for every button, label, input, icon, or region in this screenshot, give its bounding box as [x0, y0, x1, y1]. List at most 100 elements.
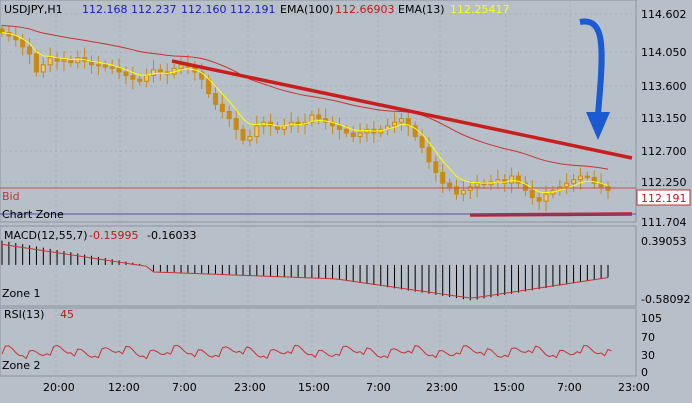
candle-body: [571, 179, 577, 184]
candle-body: [212, 93, 218, 105]
candle-body: [144, 75, 150, 82]
macd-value-2: -0.16033: [147, 229, 196, 242]
blue-arrow-icon: [579, 18, 605, 116]
candle-body: [75, 57, 81, 64]
candle-body: [460, 189, 466, 195]
macd-histogram: [1, 240, 609, 301]
ema13-label: EMA(13): [398, 3, 445, 16]
candle-body: [116, 67, 122, 73]
open-value: 112.168: [82, 3, 128, 16]
time-tick: 20:00: [43, 381, 75, 394]
resistance-trend-line: [171, 59, 633, 160]
candle-body: [398, 118, 404, 123]
rsi-tick: 70: [641, 331, 655, 344]
symbol-label: USDJPY,H1: [4, 3, 63, 16]
macd-panel: [0, 225, 637, 307]
candle-body: [454, 186, 459, 195]
candle-body: [419, 136, 425, 148]
candle-body: [467, 186, 473, 191]
candle-body: [474, 182, 480, 188]
candle-body: [137, 78, 143, 82]
price-tick: 113.600: [641, 80, 687, 93]
main-panel: [0, 0, 637, 223]
candle-body: [240, 128, 246, 141]
ema100-line: [1, 25, 609, 170]
rsi-line: [1, 344, 612, 360]
zone-1-label: Zone 1: [2, 287, 41, 300]
price-tick: 112.250: [641, 176, 687, 189]
time-tick: 23:00: [426, 381, 458, 394]
ema100-label: EMA(100): [280, 3, 334, 16]
candle-body: [316, 114, 322, 120]
candle-body: [309, 114, 315, 123]
candle-body: [151, 69, 156, 77]
candle-body: [109, 66, 115, 69]
low-value: 112.160: [181, 3, 227, 16]
candle-body: [247, 136, 253, 141]
candle-body: [254, 125, 260, 138]
candle-body: [412, 125, 418, 138]
candle-body: [543, 193, 549, 202]
ema13-value: 112.25417: [450, 3, 510, 16]
candle-body: [27, 46, 33, 55]
candle-body: [364, 128, 370, 134]
bid-label: Bid: [2, 190, 20, 203]
candle-body: [433, 161, 439, 173]
price-tick: 111.704: [641, 216, 687, 229]
ema13-line: [1, 32, 609, 194]
candle-body: [13, 35, 19, 41]
candle-body: [447, 182, 453, 188]
macd-top-tick: 0.39053: [641, 235, 687, 248]
price-tick: 114.050: [641, 46, 687, 59]
rsi-title: RSI(13): [4, 308, 44, 321]
time-tick: 15:00: [493, 381, 525, 394]
macd-signal-line: [1, 243, 609, 299]
candle-body: [584, 175, 590, 178]
rsi-tick: 30: [641, 349, 655, 362]
candle-body: [522, 182, 528, 191]
candle-body: [426, 146, 432, 163]
candle-body: [405, 118, 411, 127]
macd-title: MACD(12,55,7): [4, 229, 88, 242]
chart-zone-label: Chart Zone: [2, 208, 64, 221]
candle-body: [226, 110, 232, 120]
macd-value-1: -0.15995: [89, 229, 138, 242]
time-tick: 15:00: [298, 381, 330, 394]
candle-body: [102, 64, 108, 68]
time-axis: 20:00 12:00 7:00 23:00 15:00 7:00 23:00 …: [43, 381, 650, 394]
candle-body: [199, 71, 205, 80]
candle-body: [0, 28, 5, 33]
rsi-series-line: [1, 344, 612, 360]
candle-body: [206, 78, 212, 95]
candle-body: [219, 103, 225, 112]
candle-body: [288, 121, 294, 127]
candle-body: [392, 121, 398, 127]
candle-body: [536, 197, 542, 202]
rsi-tick: 105: [641, 312, 662, 325]
price-tick: 112.700: [641, 145, 687, 158]
candle-body: [68, 59, 74, 64]
candle-body: [130, 75, 136, 80]
price-tick: 114.602: [641, 8, 687, 21]
zone-2-label: Zone 2: [2, 359, 41, 372]
candle-body: [357, 132, 363, 138]
candle-body: [343, 128, 349, 134]
candle-body: [440, 171, 446, 184]
time-tick: 12:00: [108, 381, 140, 394]
candle-body: [33, 53, 39, 73]
candle-body: [61, 59, 67, 62]
rsi-value: 45: [60, 308, 74, 321]
candle-body: [529, 189, 535, 199]
grid: [0, 0, 636, 376]
candle-body: [233, 118, 239, 130]
close-value: 112.191: [230, 3, 276, 16]
bid-price-box: [636, 189, 691, 206]
candle-body: [509, 175, 515, 184]
candle-body: [577, 175, 583, 181]
candle-body: [515, 175, 521, 184]
candle-body: [564, 182, 570, 188]
time-tick: 7:00: [172, 381, 197, 394]
time-tick: 7:00: [366, 381, 391, 394]
candle-body: [336, 125, 342, 130]
candle-body: [178, 64, 184, 69]
